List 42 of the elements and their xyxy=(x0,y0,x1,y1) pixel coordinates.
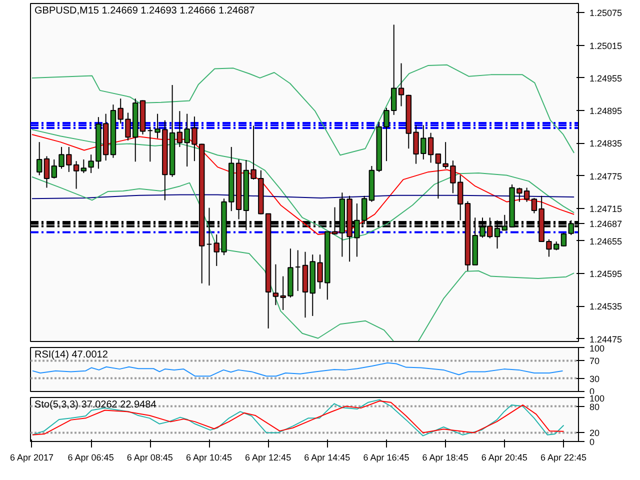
x-tick-label: 6 Apr 22:45 xyxy=(540,452,587,462)
x-tick-label: 6 Apr 14:45 xyxy=(304,452,350,462)
candlestick xyxy=(147,126,154,162)
x-tick-label: 6 Apr 06:45 xyxy=(68,452,114,462)
y-tick-label: 1.25015 xyxy=(590,40,622,51)
y-tick-label: 1.25075 xyxy=(590,8,622,18)
y-tick-label: 70 xyxy=(590,356,600,366)
x-tick-label: 6 Apr 18:45 xyxy=(422,452,468,462)
candlestick xyxy=(435,154,442,200)
candlestick xyxy=(294,250,301,292)
candlestick xyxy=(560,232,567,247)
y-tick-label: 1.24595 xyxy=(590,269,622,280)
chart-title: Sto(5,3,3) 37.0262 22.9484 xyxy=(34,400,157,410)
y-tick-label: 100 xyxy=(590,344,605,354)
y-tick-label: 1.24955 xyxy=(590,73,622,84)
y-tick-label: 1.24475 xyxy=(590,334,622,344)
line-series xyxy=(32,362,564,377)
line-series xyxy=(31,64,575,156)
y-tick-label: 30 xyxy=(590,374,600,384)
x-tick-label: 6 Apr 2017 xyxy=(10,452,54,462)
y-tick-label: 1.24535 xyxy=(590,302,622,312)
candlestick xyxy=(44,156,50,188)
y-tick-label: 1.24715 xyxy=(590,204,622,214)
y-tick-label: 1.24895 xyxy=(590,106,622,116)
x-tick-label: 6 Apr 16:45 xyxy=(363,452,410,462)
chart-title: RSI(14) 47.0012 xyxy=(34,350,108,360)
y-tick-label: 1.24835 xyxy=(590,138,622,149)
candlestick xyxy=(398,62,404,107)
chart-title: GBPUSD,M15 1.24669 1.24693 1.24666 1.24687 xyxy=(34,6,256,16)
x-tick-label: 6 Apr 20:45 xyxy=(481,452,528,462)
ref-line-label: 1.24687 xyxy=(590,219,622,230)
y-tick-label: 80 xyxy=(590,402,600,412)
y-tick-label: 1.24655 xyxy=(590,236,622,246)
x-tick-label: 6 Apr 10:45 xyxy=(186,452,232,462)
y-tick-label: 1.24775 xyxy=(590,171,622,182)
y-tick-label: 100 xyxy=(590,394,605,404)
x-tick-label: 6 Apr 12:45 xyxy=(245,452,292,462)
candlestick xyxy=(36,142,42,176)
x-tick-label: 6 Apr 08:45 xyxy=(126,452,173,462)
candlestick xyxy=(80,158,87,174)
y-tick-label: 0 xyxy=(590,437,595,447)
y-tick-label: 20 xyxy=(590,428,600,438)
